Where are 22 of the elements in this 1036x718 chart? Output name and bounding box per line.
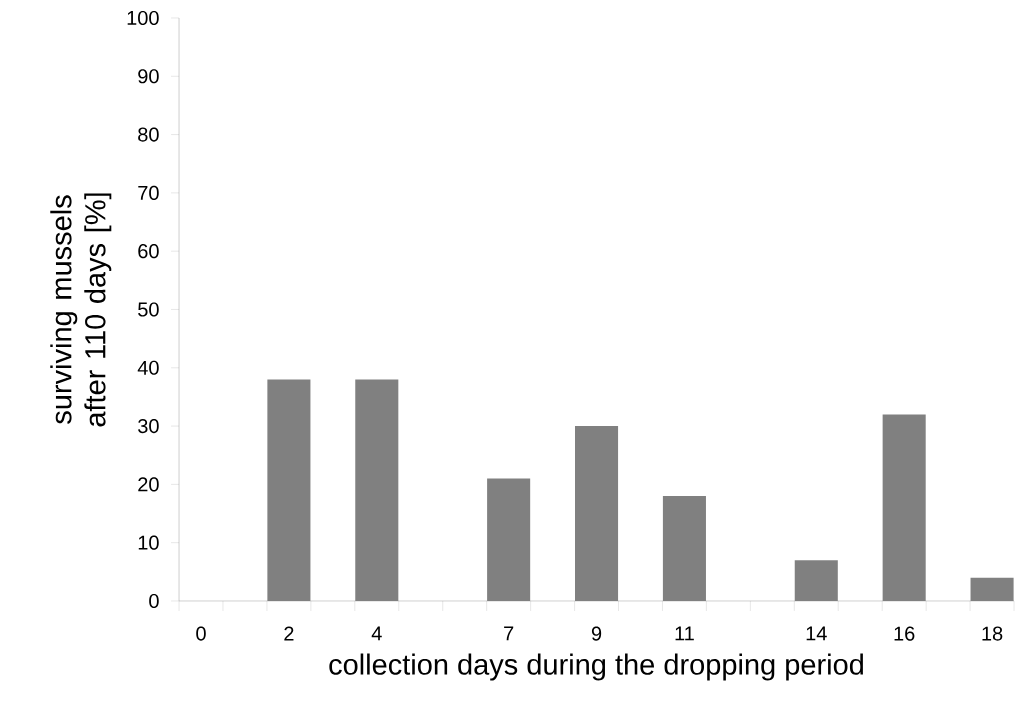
x-tick-label: 0 [196, 626, 206, 641]
y-tick-label: 70 [138, 185, 159, 200]
x-tick-label: 14 [806, 626, 827, 641]
y-axis-title: surviving mussels after 110 days [%] [50, 193, 112, 427]
y-tick-label: 30 [138, 419, 159, 434]
x-tick-label: 18 [982, 626, 1003, 641]
y-tick-label: 20 [138, 477, 159, 492]
y-tick-label: 10 [138, 535, 159, 550]
x-tick-label: 16 [894, 626, 915, 641]
x-tick-label: 2 [284, 626, 294, 641]
x-tick-label: 7 [504, 626, 514, 641]
y-tick-label: 0 [149, 593, 159, 609]
y-tick-label: 100 [127, 10, 159, 26]
x-tick-label: 11 [675, 626, 694, 641]
x-tick-label: 4 [371, 626, 382, 641]
y-tick-label: 50 [138, 302, 159, 317]
y-tick-label: 90 [138, 69, 159, 84]
x-axis-title: collection days during the dropping period [329, 653, 863, 681]
y-tick-label: 60 [138, 244, 159, 259]
x-tick-label: 9 [591, 626, 602, 641]
y-tick-label: 80 [138, 127, 159, 142]
y-tick-label: 40 [137, 360, 159, 375]
